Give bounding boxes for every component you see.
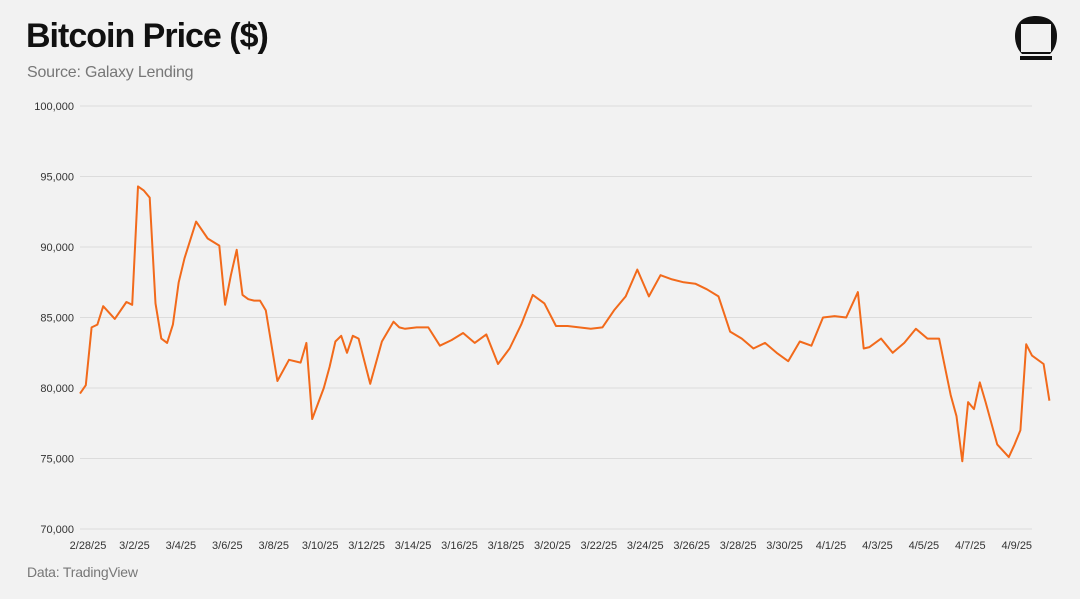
x-tick-label: 3/28/25	[720, 540, 757, 552]
x-axis-ticks: 2/28/25 3/2/25 3/4/25 3/6/25 3/8/25 3/10/25 3/…	[70, 540, 1032, 552]
x-tick-label: 3/8/25	[258, 540, 289, 552]
x-tick-label: 4/9/25	[1001, 540, 1032, 552]
x-tick-label: 3/12/25	[348, 540, 385, 552]
y-tick-label: 95,000	[40, 172, 74, 184]
y-tick-label: 70,000	[40, 524, 74, 536]
y-tick-label: 100,000	[34, 101, 74, 113]
x-tick-label: 3/16/25	[441, 540, 478, 552]
x-tick-label: 4/3/25	[862, 540, 893, 552]
galaxy-logo-icon	[1015, 16, 1057, 60]
x-tick-label: 3/10/25	[302, 540, 339, 552]
x-tick-label: 3/18/25	[488, 540, 525, 552]
x-tick-label: 3/6/25	[212, 540, 243, 552]
y-tick-label: 75,000	[40, 454, 74, 466]
x-tick-label: 4/7/25	[955, 540, 986, 552]
x-tick-label: 3/24/25	[627, 540, 664, 552]
chart-title: Bitcoin Price ($)	[26, 17, 269, 55]
x-tick-label: 3/30/25	[766, 540, 803, 552]
x-tick-label: 3/20/25	[534, 540, 571, 552]
y-tick-label: 85,000	[40, 313, 74, 325]
y-axis-ticks: 70,000 75,000 80,000 85,000 90,000 95,000 100,…	[34, 101, 74, 536]
y-tick-label: 90,000	[40, 242, 74, 254]
x-tick-label: 3/22/25	[580, 540, 617, 552]
x-tick-label: 4/5/25	[909, 540, 940, 552]
gridlines	[80, 105, 1032, 530]
x-tick-label: 3/26/25	[673, 540, 710, 552]
x-tick-label: 3/14/25	[395, 540, 432, 552]
x-tick-label: 3/4/25	[166, 540, 197, 552]
data-source-note: Data: TradingView	[27, 564, 138, 580]
chart-subtitle: Source: Galaxy Lending	[27, 64, 194, 81]
x-tick-label: 4/1/25	[816, 540, 847, 552]
x-tick-label: 2/28/25	[70, 540, 107, 552]
x-tick-label: 3/2/25	[119, 540, 150, 552]
y-tick-label: 80,000	[40, 383, 74, 395]
price-series-line	[79, 185, 1051, 463]
